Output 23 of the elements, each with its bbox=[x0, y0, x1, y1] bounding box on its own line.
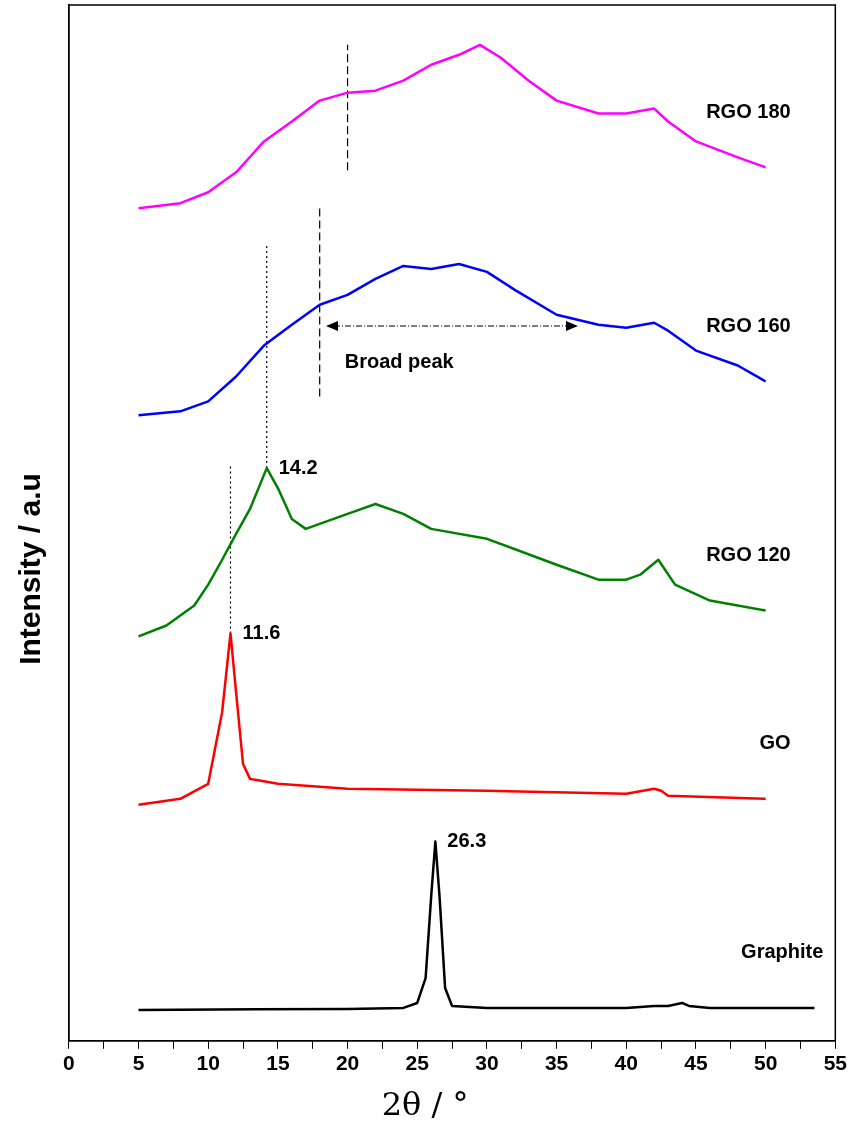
x-tick-label: 35 bbox=[544, 1051, 569, 1075]
x-tick-label: 15 bbox=[266, 1051, 290, 1075]
x-tick-label: 45 bbox=[684, 1051, 708, 1075]
annotation: 14.2 bbox=[278, 455, 318, 478]
x-tick-label: 40 bbox=[614, 1051, 638, 1075]
x-tick-label: 10 bbox=[196, 1051, 220, 1075]
x-tick-label: 50 bbox=[753, 1051, 778, 1075]
x-tick-label: 0 bbox=[63, 1051, 75, 1075]
series-label: RGO 160 bbox=[706, 313, 791, 336]
series-label: RGO 180 bbox=[706, 99, 791, 122]
x-tick-label: 55 bbox=[823, 1051, 848, 1075]
annotation: 11.6 bbox=[242, 620, 281, 643]
x-axis-title: 2θ / ° bbox=[380, 1085, 470, 1123]
annotation: 26.3 bbox=[447, 829, 487, 852]
y-axis-title: Intensity / a.u bbox=[13, 473, 47, 665]
series-label: RGO 120 bbox=[706, 543, 791, 566]
x-tick-label: 25 bbox=[405, 1051, 430, 1075]
x-tick-label: 30 bbox=[475, 1051, 499, 1075]
annotation: Broad peak bbox=[344, 349, 455, 372]
x-tick-label: 5 bbox=[132, 1051, 145, 1075]
text: GO bbox=[759, 731, 791, 754]
x-tick-label: 20 bbox=[335, 1051, 360, 1075]
text: Graphite bbox=[741, 940, 824, 963]
